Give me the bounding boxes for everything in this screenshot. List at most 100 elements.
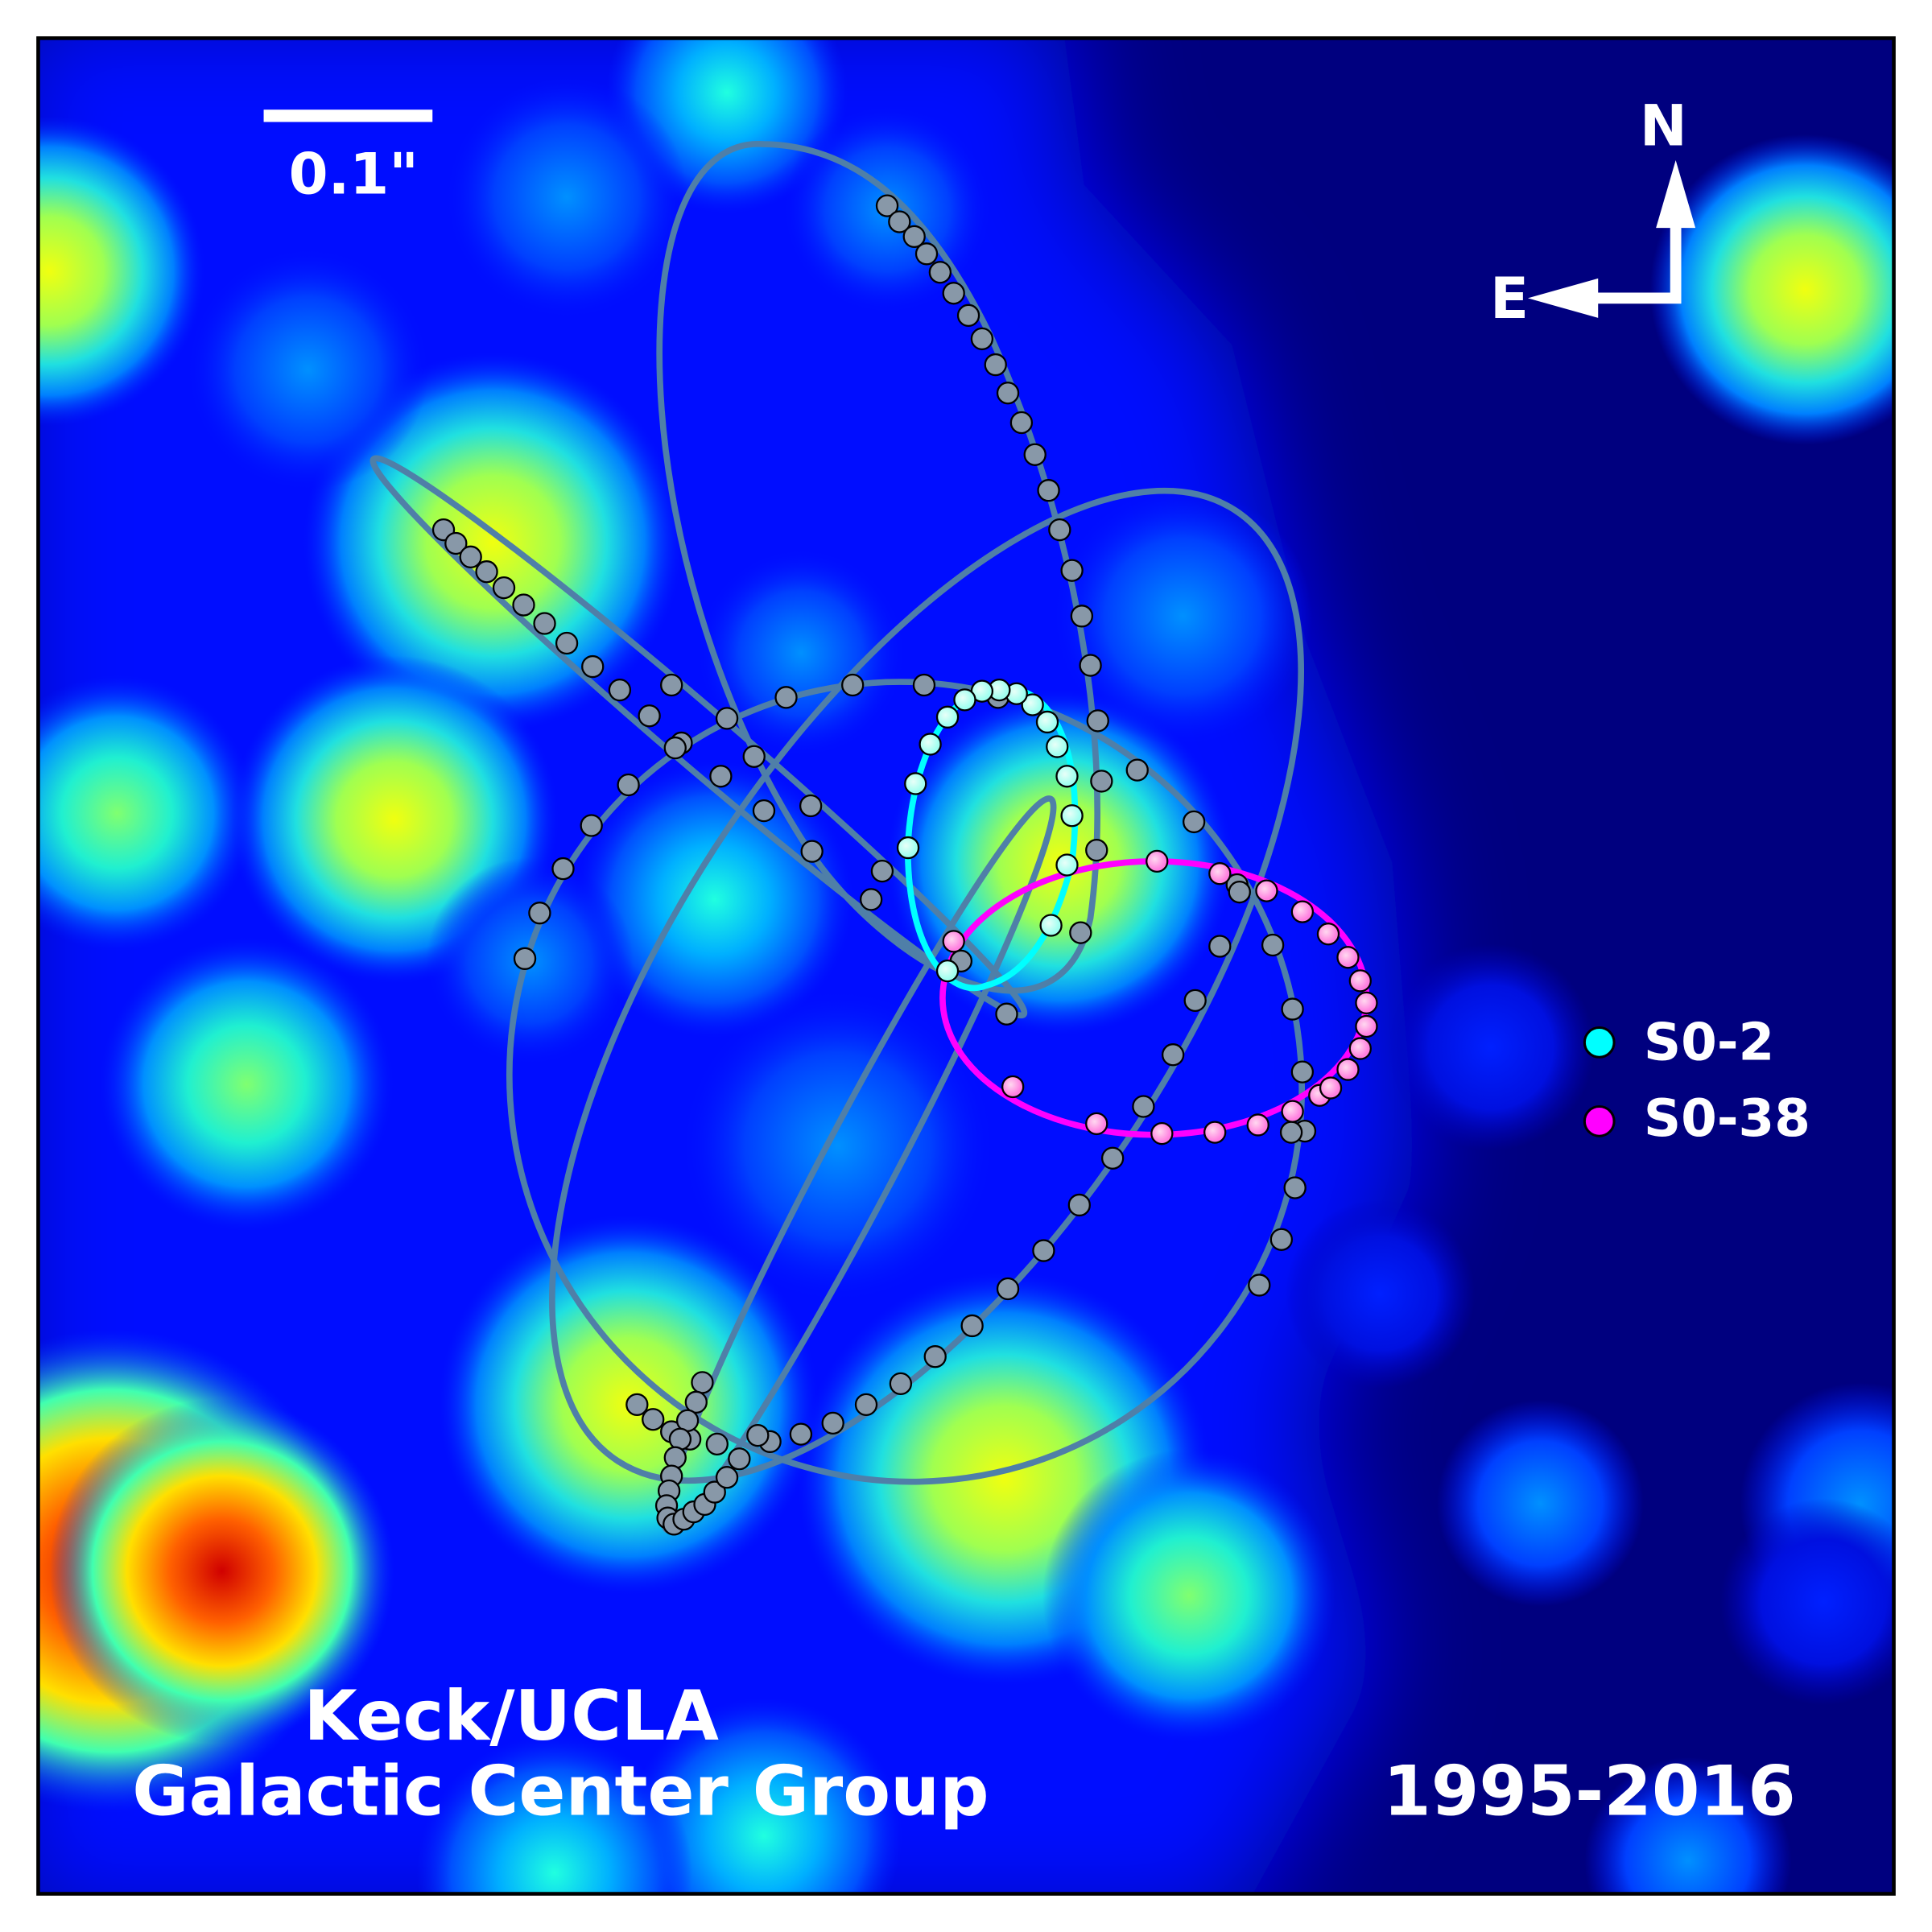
compass-north-label: N: [1640, 93, 1687, 159]
observation-point-s0-38: [1348, 1037, 1372, 1060]
observation-point-s0-38: [1150, 1122, 1174, 1146]
observation-point: [1037, 479, 1060, 502]
observation-point: [551, 857, 575, 881]
observation-point: [492, 576, 516, 600]
credit-line-2: Galactic Center Group: [132, 1752, 989, 1832]
observation-point: [1086, 709, 1109, 733]
observation-point: [1228, 881, 1251, 904]
observation-point: [638, 704, 661, 728]
observation-point: [996, 382, 1020, 405]
observation-point-s0-38: [1281, 1100, 1304, 1123]
legend: S0-2 S0-38: [1583, 1012, 1810, 1149]
credit-line-1: Keck/UCLA: [303, 1676, 719, 1757]
observation-point: [1125, 758, 1149, 782]
observation-point: [928, 261, 952, 284]
emission-source: [1584, 1757, 1792, 1894]
emission-source: [697, 549, 905, 757]
observation-point-s0-38: [1208, 862, 1232, 886]
observation-point: [728, 1447, 751, 1471]
observation-point: [799, 794, 823, 818]
observation-point: [942, 282, 965, 305]
observation-point-s0-2: [1035, 710, 1059, 734]
observation-point: [875, 194, 899, 217]
observation-point: [841, 673, 865, 697]
scale-bar-label: 0.1": [289, 141, 419, 207]
observation-point-s0-38: [1336, 946, 1360, 969]
legend-label-s0-2: S0-2: [1644, 1012, 1774, 1072]
observation-point-s0-38: [1203, 1121, 1227, 1144]
scale-bar-line: [263, 109, 433, 122]
emission-source: [625, 1698, 902, 1894]
observation-point-s0-38: [1146, 849, 1169, 873]
observation-point: [1009, 411, 1034, 435]
observation-point-s0-2: [1055, 765, 1079, 788]
observation-point: [1269, 1228, 1293, 1251]
observation-point: [1281, 997, 1304, 1021]
observation-point: [1161, 1043, 1185, 1067]
observation-point: [715, 1466, 739, 1489]
observation-point-s0-2: [935, 959, 960, 983]
observation-point: [1248, 1274, 1271, 1297]
observation-point: [444, 531, 468, 555]
observation-point: [608, 678, 632, 702]
observation-point-s0-2: [1060, 804, 1084, 828]
observation-point-s0-2: [1039, 914, 1063, 937]
observation-point: [580, 814, 603, 837]
observation-point: [1279, 1121, 1303, 1144]
observation-point: [821, 1411, 844, 1435]
orbit-track-1: [656, 141, 1100, 994]
observation-point-s0-2: [919, 733, 942, 756]
observation-point-s0-38: [1355, 1014, 1378, 1038]
compass-arrows: [1564, 203, 1682, 304]
observation-point: [475, 560, 498, 584]
emission-source: [49, 1398, 394, 1744]
observation-point: [800, 840, 824, 863]
observation-point: [742, 745, 766, 768]
observation-point: [984, 353, 1007, 377]
emission-source: [446, 76, 688, 318]
observation-point-s0-38: [1348, 969, 1372, 993]
compass-east-label: E: [1490, 266, 1529, 332]
legend-label-s0-38: S0-38: [1644, 1088, 1810, 1149]
emission-source: [1387, 943, 1595, 1151]
legend-marker-s0-2: [1583, 1026, 1616, 1059]
observation-point: [1183, 989, 1207, 1013]
observation-point-s0-2: [953, 688, 976, 712]
orbit-track-3: [549, 487, 1304, 1484]
observation-point: [1060, 559, 1084, 582]
observation-point: [1132, 1095, 1155, 1118]
observation-point: [555, 631, 579, 655]
observation-point: [752, 799, 776, 823]
observation-point-s0-2: [1055, 853, 1079, 877]
observation-point: [1183, 810, 1206, 834]
observation-point: [512, 593, 535, 617]
observation-point: [709, 765, 733, 788]
observation-point: [663, 1446, 687, 1469]
observation-point-s0-38: [1316, 923, 1340, 946]
observation-point-s0-38: [1246, 1113, 1269, 1137]
observation-point: [996, 1277, 1020, 1301]
observation-point-s0-38: [1255, 879, 1278, 902]
observation-point: [1290, 1060, 1315, 1084]
observation-point: [859, 888, 883, 911]
emission-source: [187, 249, 429, 491]
observation-point: [789, 1422, 813, 1446]
observation-point: [1100, 1146, 1125, 1170]
observation-point: [912, 673, 936, 697]
observation-point-s0-2: [1046, 735, 1069, 758]
emission-source: [1436, 1399, 1644, 1607]
observation-point: [1023, 443, 1046, 466]
observation-point: [923, 1345, 947, 1368]
east-arrowhead-icon: [1527, 278, 1599, 318]
emission-source: [38, 675, 255, 952]
observation-point-s0-2: [1021, 693, 1044, 716]
observation-point: [914, 242, 939, 266]
observation-point: [1090, 770, 1113, 793]
observation-point: [691, 1371, 714, 1394]
observation-point-s0-38: [1001, 1075, 1025, 1099]
observation-point: [746, 1424, 770, 1447]
observation-point: [1067, 1193, 1091, 1217]
observation-point: [888, 210, 911, 233]
observation-point: [1283, 1176, 1307, 1199]
observation-point: [459, 545, 482, 568]
